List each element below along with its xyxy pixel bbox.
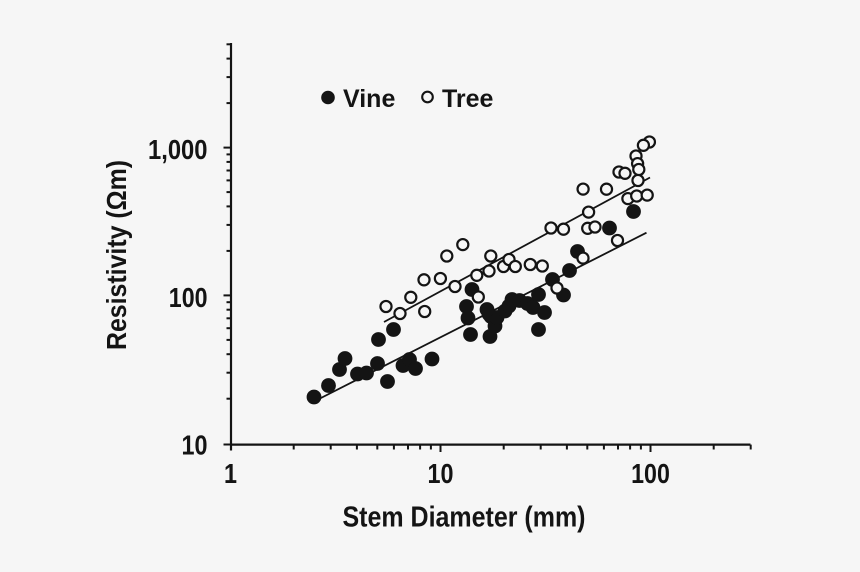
svg-text:1: 1 xyxy=(224,458,237,489)
svg-text:1,000: 1,000 xyxy=(148,134,208,165)
svg-text:10: 10 xyxy=(182,430,208,461)
svg-text:Tree: Tree xyxy=(442,85,494,113)
svg-text:100: 100 xyxy=(169,282,208,313)
svg-text:10: 10 xyxy=(428,458,454,489)
svg-text:Stem Diameter (mm): Stem Diameter (mm) xyxy=(343,502,586,534)
svg-text:Vine: Vine xyxy=(343,85,395,113)
svg-text:100: 100 xyxy=(631,458,670,489)
svg-text:Resistivity (Ωm): Resistivity (Ωm) xyxy=(101,160,132,350)
